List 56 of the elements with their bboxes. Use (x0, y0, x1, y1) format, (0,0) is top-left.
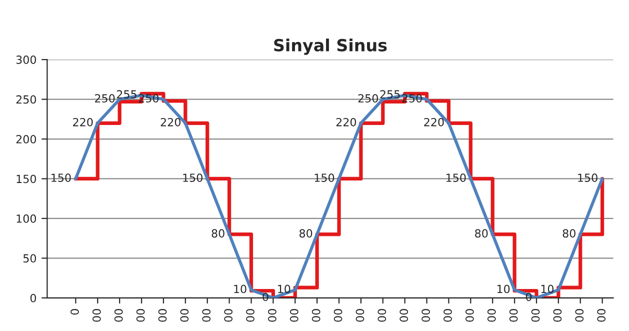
x-tick-label: 00 (290, 309, 298, 322)
x-tick-label: 00 (400, 309, 408, 322)
x-tick-label: 00 (136, 309, 145, 322)
data-label: 10 (234, 284, 246, 294)
data-label: 80 (562, 229, 576, 238)
x-tick-label: 00 (553, 309, 562, 322)
x-tick-label: 00 (444, 309, 452, 322)
x-tick-label: 00 (356, 309, 364, 322)
data-label: 220 (336, 118, 356, 126)
x-tick-label: 00 (180, 309, 189, 322)
data-label: 150 (578, 174, 598, 182)
y-tick-label: 300 (16, 56, 36, 64)
data-label: 150 (52, 174, 71, 182)
x-tick-label: 00 (312, 309, 320, 322)
data-label: 255 (380, 90, 400, 99)
data-label: 250 (402, 94, 422, 103)
data-label: 150 (183, 174, 202, 182)
chart-title: Sinyal Sinus (274, 38, 387, 55)
x-tick-label: 00 (531, 309, 540, 322)
x-tick-label: 00 (158, 309, 167, 322)
x-tick-label: 00 (114, 309, 123, 322)
data-label: 10 (541, 284, 554, 294)
data-label: 80 (475, 229, 488, 238)
data-label: 150 (314, 174, 334, 182)
x-tick-label: 00 (487, 309, 496, 322)
x-tick-label: 00 (224, 309, 233, 322)
y-tick-label: 0 (30, 294, 36, 302)
y-tick-label: 100 (16, 214, 36, 223)
data-label: 10 (278, 284, 290, 294)
data-label: 150 (446, 174, 466, 182)
y-tick-label: 150 (16, 174, 36, 184)
data-label: 220 (424, 118, 444, 126)
x-tick-label: 0 (70, 309, 79, 315)
x-tick-label: 00 (268, 309, 276, 322)
data-label: 10 (497, 284, 510, 294)
data-label: 250 (138, 94, 159, 103)
data-label: 255 (116, 90, 136, 99)
data-label: 80 (300, 229, 312, 238)
data-label: 250 (358, 94, 378, 103)
x-tick-label: 00 (378, 309, 386, 322)
x-tick-label: 00 (597, 309, 606, 322)
x-tick-label: 00 (334, 309, 342, 322)
x-tick-label: 00 (246, 309, 254, 322)
data-label: 220 (73, 118, 93, 126)
data-label: 220 (160, 118, 181, 126)
x-tick-label: 00 (465, 309, 474, 322)
y-tick-label: 200 (16, 134, 36, 144)
y-tick-label: 250 (16, 95, 36, 104)
x-tick-label: 00 (575, 309, 584, 322)
x-tick-label: 00 (422, 309, 430, 322)
x-tick-label: 00 (202, 309, 211, 322)
data-label: 250 (95, 94, 115, 103)
x-tick-label: 00 (509, 309, 518, 322)
x-tick-label: 00 (92, 309, 101, 322)
data-label: 80 (212, 229, 224, 238)
y-tick-label: 50 (23, 254, 36, 263)
